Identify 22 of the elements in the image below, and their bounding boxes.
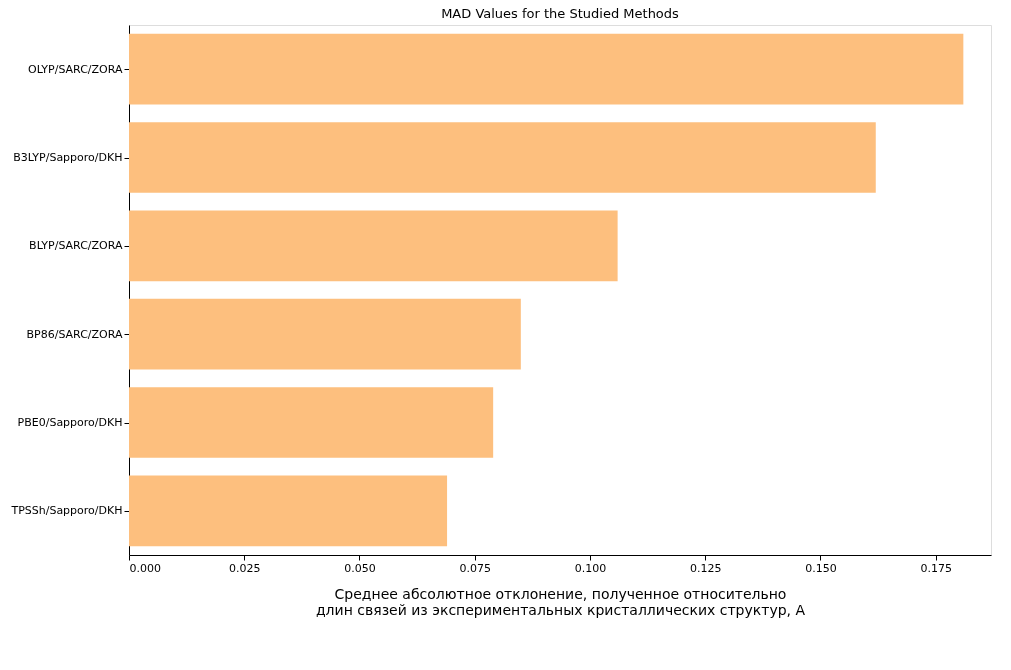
x-tick-label: 0.025 [228,561,261,575]
x-tick-label: 0.100 [574,561,607,575]
y-tick-label: B3LYP/Sapporo/DKH [13,151,123,164]
bar [129,298,521,370]
x-axis-title: Среднее абсолютное отклонение, полученное относительно длин связей из экспериментальных кристаллических структур, А [315,585,806,618]
x-tick-label: 0.150 [805,561,837,575]
bar [129,33,964,105]
y-tick-label: PBE0/Sapporo/DKH [17,416,123,429]
x-tick-label: 0.000 [129,561,161,575]
bar [129,122,876,193]
x-tick-label: 0.125 [689,561,722,575]
y-tick-label: BP86/SARC/ZORA [26,327,123,341]
y-tick-label: TPSSh/Sapporo/DKH [10,504,123,518]
chart-title: MAD Values for the Studied Methods [441,6,680,21]
y-tick-label: OLYP/SARC/ZORA [28,62,123,76]
x-tick-label: 0.075 [459,561,491,575]
bar [129,475,448,547]
bar [129,387,494,458]
y-tick-label: BLYP/SARC/ZORA [29,239,123,253]
x-tick-label: 0.175 [920,561,952,575]
x-tick-label: 0.050 [344,561,376,575]
bar [129,210,618,282]
